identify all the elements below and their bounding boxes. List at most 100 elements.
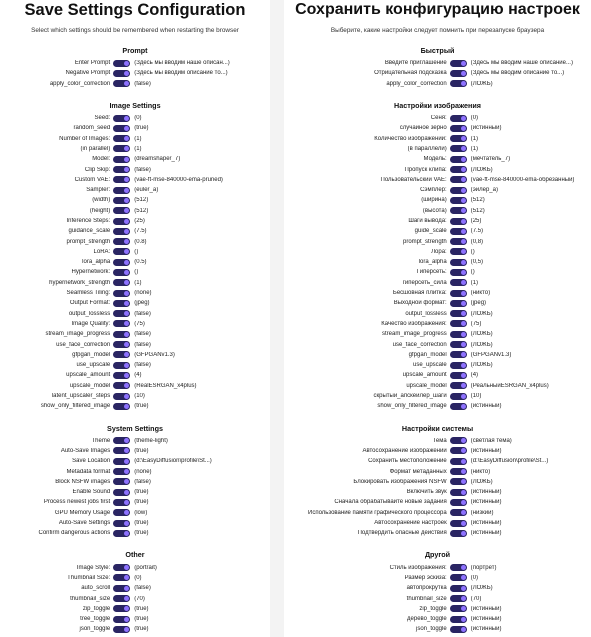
remember-toggle[interactable] [113,299,131,307]
remember-toggle[interactable] [449,457,467,465]
remember-toggle[interactable] [449,574,467,582]
remember-toggle[interactable] [113,279,131,287]
remember-toggle[interactable] [449,310,467,318]
remember-toggle[interactable] [449,509,467,517]
remember-toggle[interactable] [113,392,131,400]
remember-toggle[interactable] [113,437,131,445]
remember-toggle[interactable] [113,196,131,204]
remember-toggle[interactable] [449,155,467,163]
remember-toggle[interactable] [113,519,131,527]
remember-toggle[interactable] [449,279,467,287]
remember-toggle[interactable] [113,166,131,174]
remember-toggle[interactable] [113,217,131,225]
remember-toggle[interactable] [113,509,131,517]
remember-toggle[interactable] [113,457,131,465]
remember-toggle[interactable] [113,176,131,184]
remember-toggle[interactable] [113,124,131,132]
remember-toggle[interactable] [113,207,131,215]
remember-toggle[interactable] [113,227,131,235]
remember-toggle[interactable] [113,330,131,338]
remember-toggle[interactable] [449,605,467,613]
remember-toggle[interactable] [113,289,131,297]
remember-toggle[interactable] [449,207,467,215]
remember-toggle[interactable] [113,468,131,476]
remember-toggle[interactable] [113,155,131,163]
remember-toggle[interactable] [113,341,131,349]
remember-toggle[interactable] [449,80,467,88]
remember-toggle[interactable] [449,519,467,527]
remember-toggle[interactable] [113,584,131,592]
remember-toggle[interactable] [449,166,467,174]
remember-toggle[interactable] [113,382,131,390]
remember-toggle[interactable] [113,186,131,194]
remember-toggle[interactable] [449,468,467,476]
remember-toggle[interactable] [113,351,131,359]
remember-toggle[interactable] [449,351,467,359]
remember-toggle[interactable] [449,615,467,623]
remember-toggle[interactable] [449,341,467,349]
remember-toggle[interactable] [449,186,467,194]
setting-label: Seed: [94,115,111,122]
remember-toggle[interactable] [449,248,467,256]
remember-toggle[interactable] [113,371,131,379]
setting-label: скрытый_апскейлер_шаги [373,393,447,400]
remember-toggle[interactable] [113,114,131,122]
remember-toggle[interactable] [449,371,467,379]
remember-toggle[interactable] [449,437,467,445]
remember-toggle[interactable] [449,595,467,602]
remember-toggle[interactable] [449,402,467,410]
remember-toggle[interactable] [449,529,467,537]
remember-toggle[interactable] [449,176,467,184]
remember-toggle[interactable] [449,238,467,246]
remember-toggle[interactable] [449,196,467,204]
remember-toggle[interactable] [113,268,131,276]
remember-toggle[interactable] [113,69,131,77]
remember-toggle[interactable] [449,299,467,307]
remember-toggle[interactable] [113,605,131,613]
remember-toggle[interactable] [449,135,467,143]
remember-toggle[interactable] [113,135,131,143]
remember-toggle[interactable] [449,330,467,338]
remember-toggle[interactable] [449,584,467,592]
remember-toggle[interactable] [449,564,467,572]
remember-toggle[interactable] [113,402,131,410]
remember-toggle[interactable] [113,625,131,633]
remember-toggle[interactable] [113,478,131,486]
remember-toggle[interactable] [113,80,131,88]
remember-toggle[interactable] [113,574,131,582]
remember-toggle[interactable] [449,488,467,496]
remember-toggle[interactable] [113,488,131,496]
remember-toggle[interactable] [449,382,467,390]
remember-toggle[interactable] [113,447,131,455]
remember-toggle[interactable] [113,595,131,602]
remember-toggle[interactable] [113,529,131,537]
remember-toggle[interactable] [449,69,467,77]
remember-toggle[interactable] [113,310,131,318]
remember-toggle[interactable] [449,447,467,455]
remember-toggle[interactable] [449,498,467,506]
remember-toggle[interactable] [449,268,467,276]
remember-toggle[interactable] [449,145,467,153]
remember-toggle[interactable] [113,498,131,506]
remember-toggle[interactable] [113,145,131,153]
remember-toggle[interactable] [449,227,467,235]
remember-toggle[interactable] [449,124,467,132]
remember-toggle[interactable] [449,392,467,400]
remember-toggle[interactable] [449,320,467,328]
remember-toggle[interactable] [113,615,131,623]
remember-toggle[interactable] [113,564,131,572]
remember-toggle[interactable] [113,361,131,369]
remember-toggle[interactable] [449,361,467,369]
remember-toggle[interactable] [113,320,131,328]
remember-toggle[interactable] [113,258,131,266]
remember-toggle[interactable] [449,478,467,486]
remember-toggle[interactable] [113,59,131,67]
remember-toggle[interactable] [449,217,467,225]
remember-toggle[interactable] [449,258,467,266]
remember-toggle[interactable] [449,289,467,297]
remember-toggle[interactable] [449,114,467,122]
remember-toggle[interactable] [113,238,131,246]
remember-toggle[interactable] [113,248,131,256]
remember-toggle[interactable] [449,625,467,633]
remember-toggle[interactable] [449,59,467,67]
